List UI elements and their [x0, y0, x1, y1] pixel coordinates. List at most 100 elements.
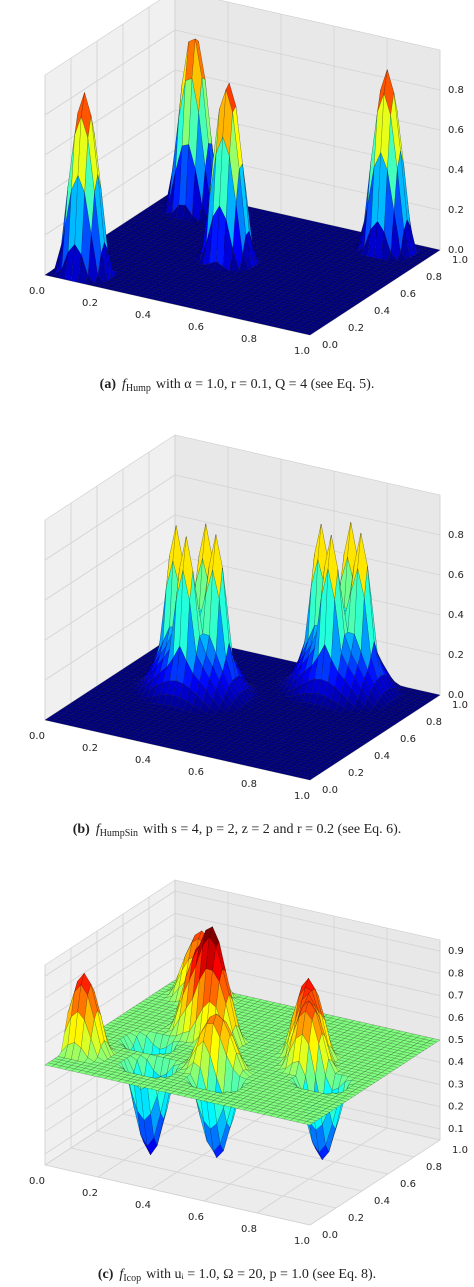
caption-symbol: f: [96, 822, 102, 837]
z-tick-label: 0.0: [448, 245, 464, 256]
caption-subscript: Icop: [123, 1273, 141, 1284]
z-tick-label: 0.4: [448, 1057, 464, 1068]
surface-chart: 0.00.20.40.60.81.00.00.20.40.60.81.00.00…: [29, 0, 468, 357]
caption-label: (b): [73, 822, 90, 837]
grid-line: [44, 912, 176, 999]
y-tick-label: 0.2: [348, 323, 364, 334]
surface-chart: 0.00.20.40.60.81.00.00.20.40.60.81.00.00…: [29, 434, 468, 802]
caption-text: with α = 1.0, r = 0.1, Q = 4 (see Eq. 5)…: [156, 377, 374, 392]
x-tick-label: 0.2: [82, 298, 98, 309]
caption: (a) fHump with α = 1.0, r = 0.1, Q = 4 (se…: [100, 377, 375, 394]
y-tick-label: 0.0: [322, 340, 338, 351]
grid-line: [148, 1096, 415, 1158]
x-tick-label: 0.8: [241, 334, 257, 345]
y-tick-label: 0.2: [348, 1213, 364, 1224]
y-tick-label: 0.4: [374, 751, 390, 762]
grid-line: [44, 554, 176, 641]
caption: (b) fHumpSin with s = 4, p = 2, z = 2 and …: [73, 822, 402, 839]
z-tick-label: 0.5: [448, 1035, 464, 1046]
grid-line: [44, 109, 176, 196]
x-tick-label: 0.4: [135, 310, 151, 321]
z-tick-label: 0.6: [448, 125, 464, 136]
z-tick-label: 0.3: [448, 1079, 464, 1090]
z-tick-label: 0.2: [448, 205, 464, 216]
surface: [44, 522, 441, 781]
grid-line: [70, 1147, 337, 1209]
z-tick-label: 0.7: [448, 991, 464, 1002]
grid-line: [44, 1164, 311, 1226]
x-tick-label: 1.0: [294, 346, 310, 357]
z-tick-label: 0.9: [448, 946, 464, 957]
x-tick-label: 0.4: [135, 1200, 151, 1211]
grid-line: [256, 1127, 388, 1214]
x-tick-label: 0.6: [188, 1212, 204, 1223]
caption-label: (a): [100, 377, 117, 392]
z-tick-label: 0.2: [448, 1102, 464, 1113]
y-tick-label: 0.4: [374, 306, 390, 317]
y-tick-label: 0.8: [426, 717, 442, 728]
grid-line: [44, 474, 176, 561]
surface: [44, 38, 441, 336]
x-tick-label: 0.8: [241, 1224, 257, 1235]
z-tick-label: 0.1: [448, 1124, 464, 1135]
x-tick-label: 0.6: [188, 322, 204, 333]
surface: [44, 926, 441, 1161]
surface-cell: [302, 776, 314, 781]
y-tick-label: 0.2: [348, 768, 364, 779]
z-tick-label: 0.0: [448, 690, 464, 701]
y-tick-label: 0.6: [400, 734, 416, 745]
grid-line: [174, 912, 441, 974]
surface-chart: 0.0 0.2 0.4 0.6 0.8 1.0 0.0 0.2 0.4 0.6 0.8 1.0 0.1 0…: [29, 879, 468, 1247]
grid-line: [174, 474, 441, 536]
x-tick-label: 0.0: [29, 1176, 45, 1187]
caption-label: (c): [98, 1267, 114, 1282]
x-tick-label: 0.0: [29, 731, 45, 742]
x-tick-label: 1.0: [294, 791, 310, 802]
grid-line: [174, 890, 441, 952]
caption: (c) fIcop with uᵢ = 1.0, Ω = 20, p = 1.0 (…: [98, 1267, 376, 1284]
z-tick-label: 0.8: [448, 530, 464, 541]
y-tick-label: 0.8: [426, 272, 442, 283]
grid-line: [44, 69, 176, 156]
x-tick-label: 0.6: [188, 767, 204, 778]
z-tick-label: 0.2: [448, 650, 464, 661]
surface-cell: [302, 331, 314, 336]
y-tick-label: 0.4: [374, 1196, 390, 1207]
caption-subscript: Hump: [126, 383, 151, 394]
grid-line: [44, 594, 176, 681]
grid-line: [44, 514, 176, 601]
y-tick-label: 0.0: [322, 785, 338, 796]
caption-symbol: f: [122, 377, 128, 392]
y-tick-label: 1.0: [452, 255, 468, 266]
caption-subscript: HumpSin: [100, 828, 138, 839]
grid-line: [309, 1139, 441, 1226]
y-tick-label: 1.0: [452, 700, 468, 711]
z-tick-label: 0.6: [448, 1013, 464, 1024]
x-tick-label: 0.2: [82, 743, 98, 754]
x-tick-label: 0.2: [82, 1188, 98, 1199]
grid-line: [44, 890, 176, 977]
x-tick-label: 0.0: [29, 286, 45, 297]
z-tick-label: 0.4: [448, 165, 464, 176]
caption-text: with uᵢ = 1.0, Ω = 20, p = 1.0 (see Eq. …: [146, 1267, 376, 1282]
y-tick-label: 0.6: [400, 1179, 416, 1190]
z-tick-label: 0.4: [448, 610, 464, 621]
z-tick-label: 0.8: [448, 968, 464, 979]
grid-line: [174, 29, 441, 91]
grid-line: [122, 1113, 389, 1175]
z-tick-label: 0.8: [448, 85, 464, 96]
x-tick-label: 0.8: [241, 779, 257, 790]
grid-line: [174, 514, 441, 576]
y-tick-label: 0.6: [400, 289, 416, 300]
y-tick-label: 1.0: [452, 1145, 468, 1156]
z-tick-label: 0.6: [448, 570, 464, 581]
grid-line: [44, 935, 176, 1021]
x-tick-label: 1.0: [294, 1236, 310, 1247]
grid-line: [44, 29, 176, 116]
caption-text: with s = 4, p = 2, z = 2 and r = 0.2 (se…: [143, 822, 401, 837]
x-tick-label: 0.4: [135, 755, 151, 766]
y-tick-label: 0.0: [322, 1230, 338, 1241]
grid-line: [96, 1130, 363, 1192]
y-tick-label: 0.8: [426, 1162, 442, 1173]
